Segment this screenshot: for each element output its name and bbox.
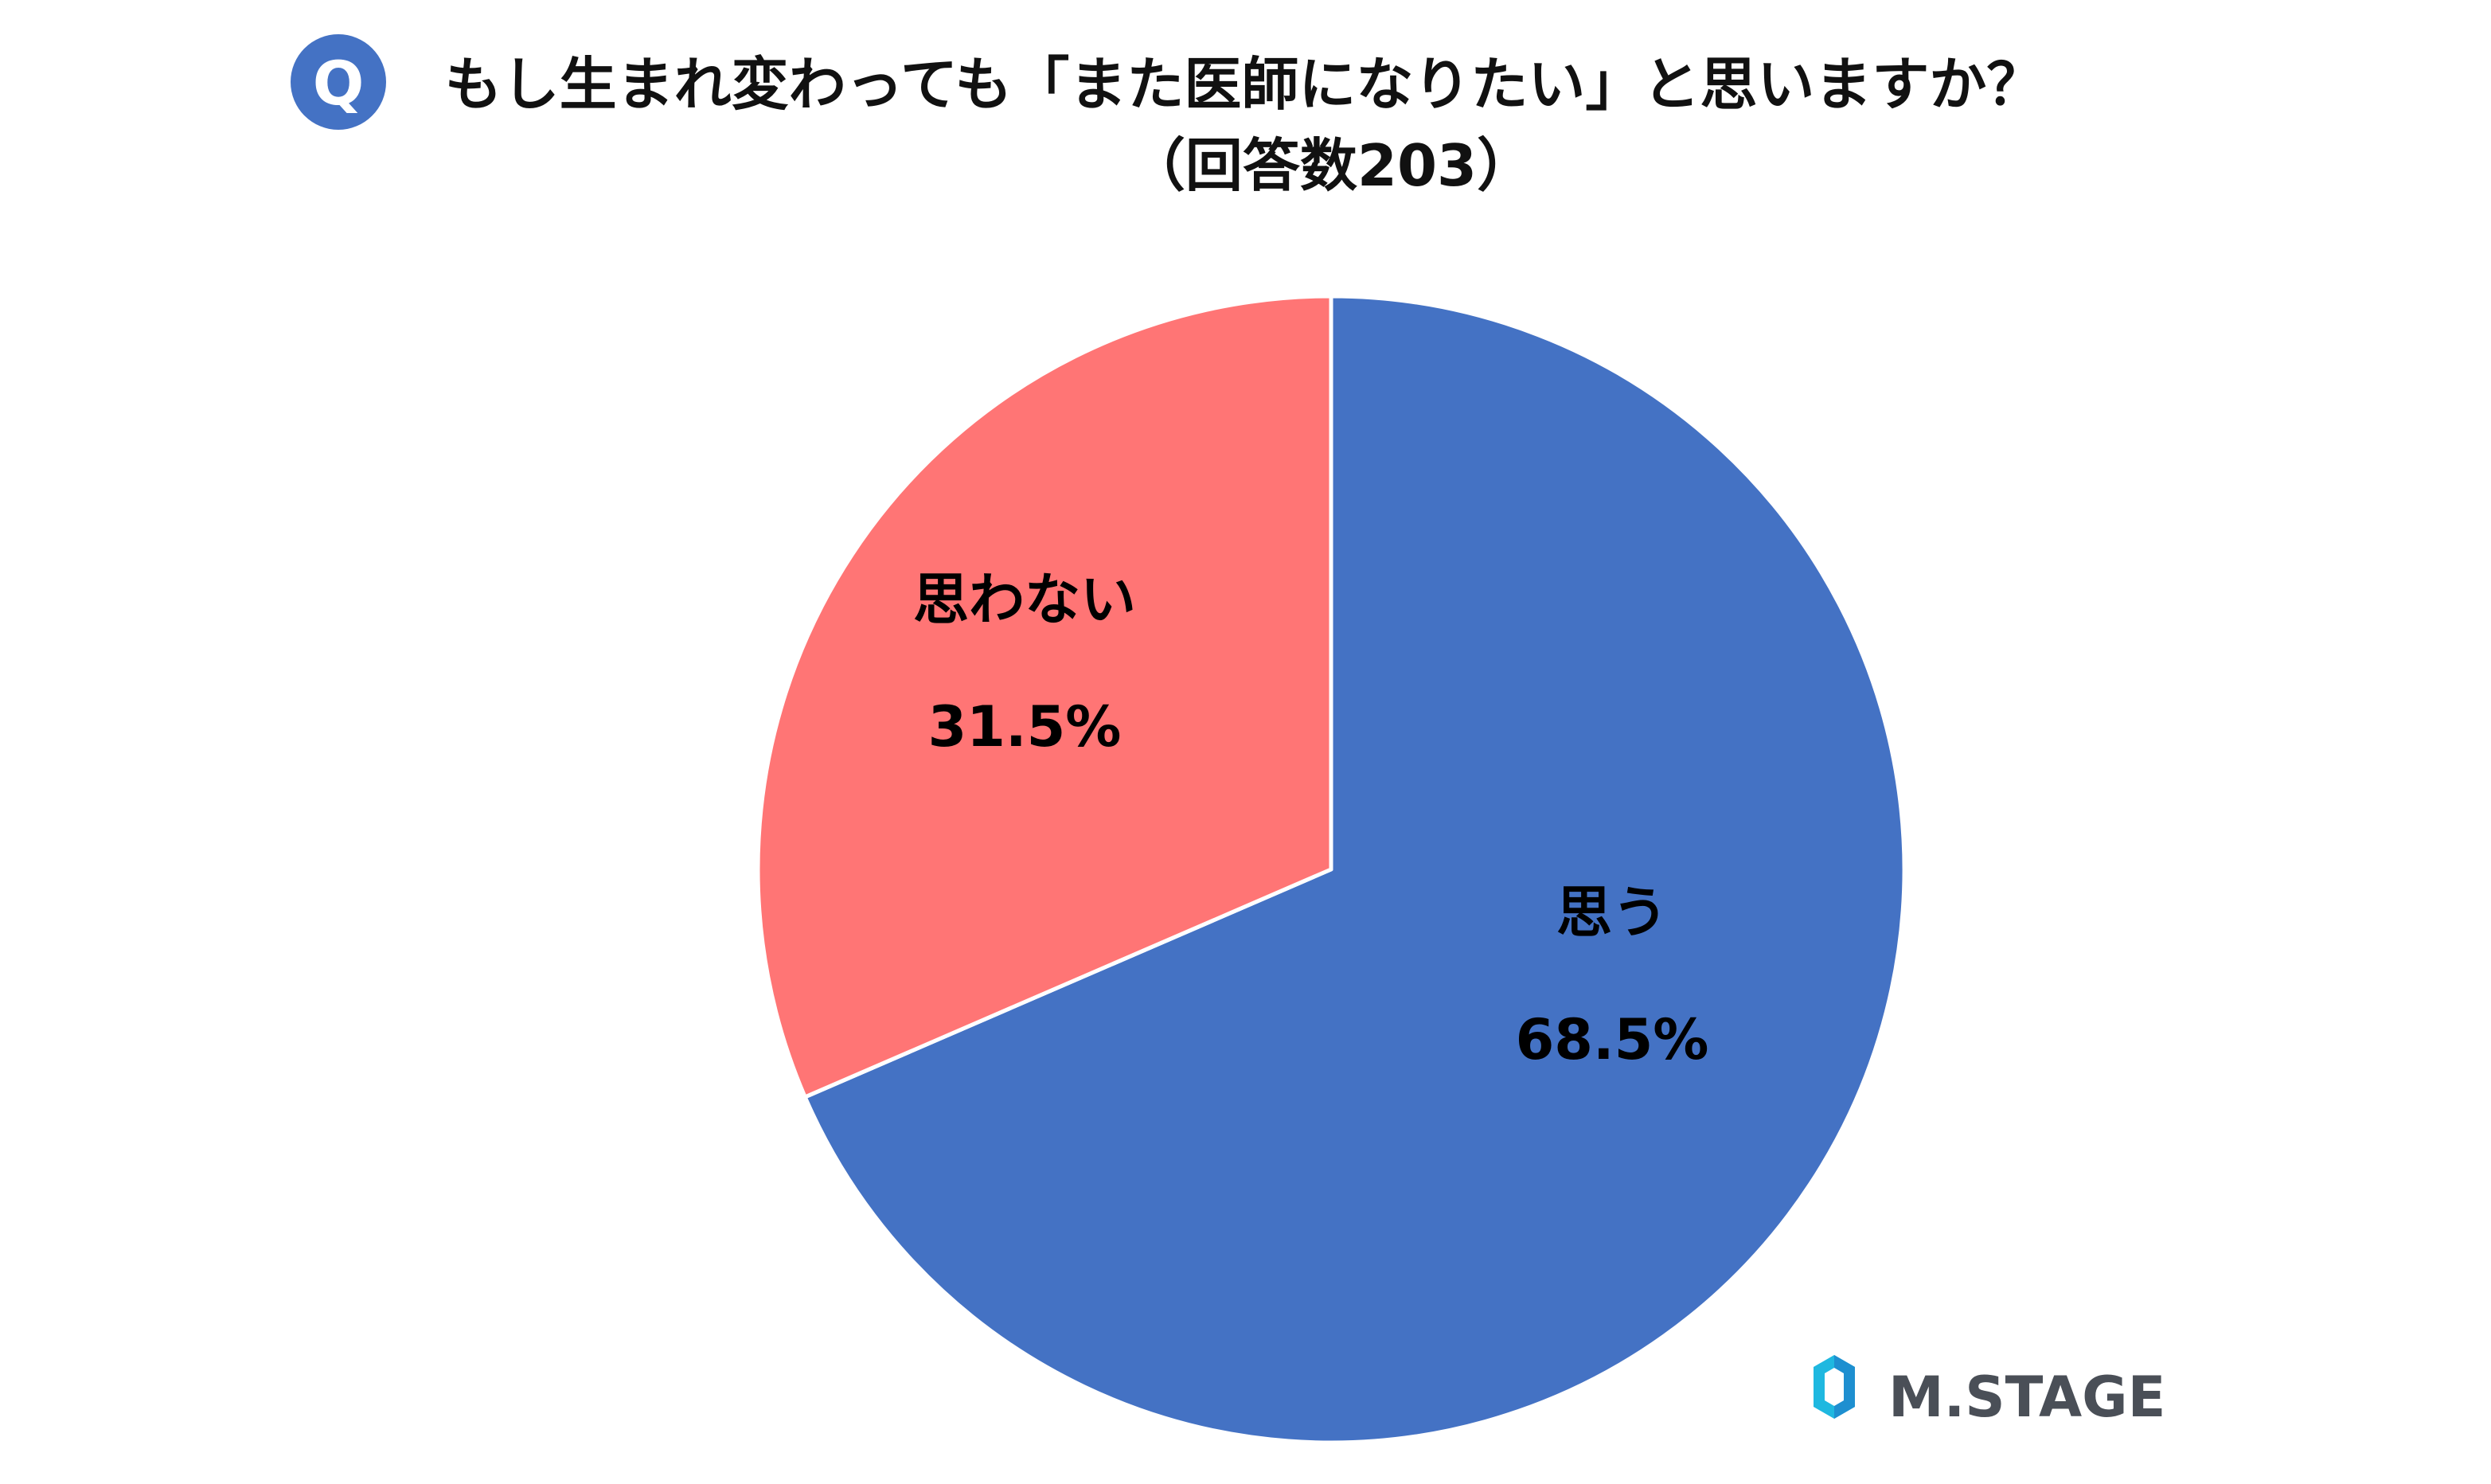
q-badge-icon (291, 34, 386, 130)
q-badge-letter: Q (313, 48, 365, 119)
mstage-logo-text: M.STAGE (1888, 1365, 2165, 1430)
mstage-logo-icon (1814, 1355, 1855, 1419)
pie-slice-omou (802, 294, 1907, 1445)
chart-title-group: Q もし生まれ変わっても「また医師になりたい」と思いますか？ （回答数203） (291, 34, 2044, 199)
slice-label-omou: 思う (1556, 880, 1668, 945)
slice-value-omowanai: 31.5% (928, 694, 1122, 760)
pie-slice-omowanai (755, 294, 1333, 1099)
slice-labels: 思う 68.5% 思わない 31.5% (913, 567, 1708, 1072)
chart-title: もし生まれ変わっても「また医師になりたい」と思いますか？ (445, 51, 2044, 118)
chart-subtitle: （回答数203） (1128, 132, 1534, 199)
pie-slices (755, 294, 1907, 1445)
slice-value-omou: 68.5% (1516, 1007, 1709, 1072)
mstage-logo: M.STAGE (1814, 1355, 2165, 1430)
slice-label-omowanai: 思わない (913, 567, 1136, 632)
